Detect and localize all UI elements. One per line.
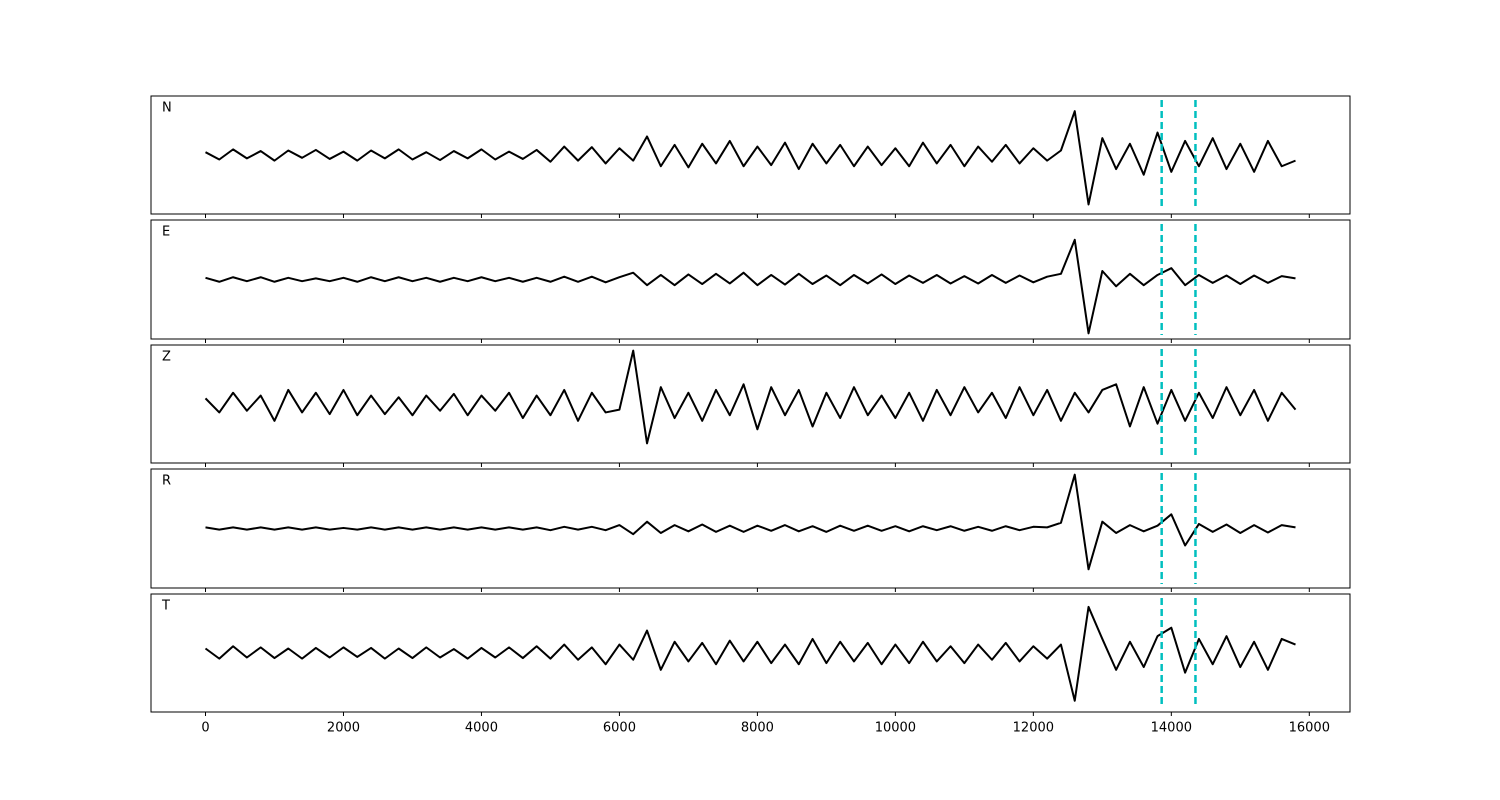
panel-frame xyxy=(150,95,1351,215)
panel-frame xyxy=(150,344,1351,464)
trace xyxy=(205,238,1296,335)
panel-label: T xyxy=(161,599,170,614)
x-tick-label: 4000 xyxy=(465,721,498,736)
x-tick-label: 8000 xyxy=(741,721,774,736)
panel-label: R xyxy=(162,474,171,489)
trace xyxy=(204,349,1297,445)
trace xyxy=(205,473,1296,571)
panel-frame xyxy=(150,593,1351,713)
trace xyxy=(204,605,1296,702)
panel-label: Z xyxy=(162,350,171,365)
x-tick-label: 0 xyxy=(201,721,209,736)
x-tick-label: 12000 xyxy=(1013,721,1054,736)
x-tick-label: 2000 xyxy=(327,721,360,736)
trace xyxy=(205,110,1296,206)
panel-frame xyxy=(150,468,1351,589)
panel-label: E xyxy=(162,225,170,240)
x-tick-label: 6000 xyxy=(603,721,636,736)
panel-frame xyxy=(150,219,1351,340)
x-tick-label: 14000 xyxy=(1151,721,1192,736)
x-tick-label: 16000 xyxy=(1289,721,1330,736)
panel-label: N xyxy=(162,101,172,116)
x-tick-label: 10000 xyxy=(875,721,916,736)
